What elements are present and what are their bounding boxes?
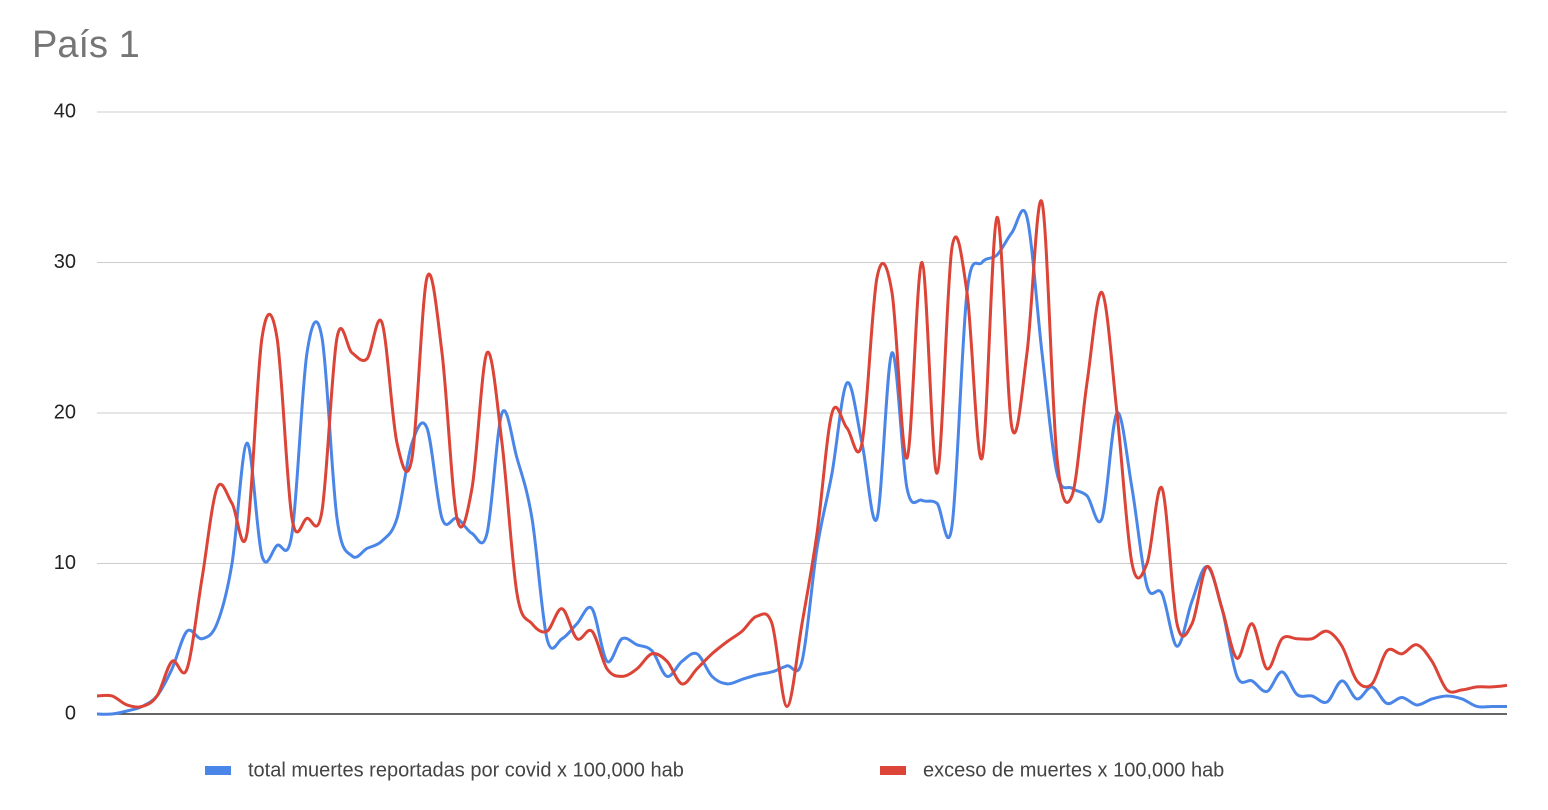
y-tick-label: 30	[54, 251, 76, 273]
legend-label: exceso de muertes x 100,000 hab	[923, 759, 1224, 781]
legend-label: total muertes reportadas por covid x 100…	[248, 759, 684, 781]
y-tick-label: 40	[54, 100, 76, 122]
line-series	[96, 199, 1508, 709]
legend-swatch	[880, 766, 906, 775]
legend-swatch	[205, 766, 231, 775]
chart-title: País 1	[32, 24, 140, 66]
line-series	[96, 208, 1507, 716]
y-tick-label: 20	[54, 401, 76, 423]
y-tick-label: 0	[65, 702, 76, 724]
y-tick-label: 10	[54, 552, 76, 574]
